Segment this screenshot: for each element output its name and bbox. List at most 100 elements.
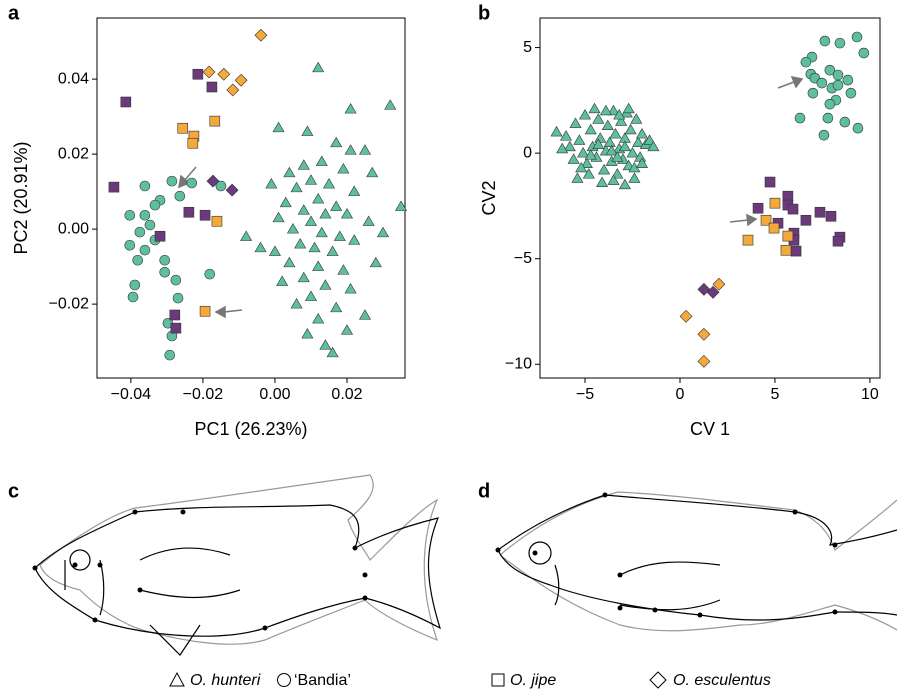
point — [227, 84, 239, 96]
point — [187, 178, 197, 188]
point — [212, 216, 222, 226]
point — [595, 133, 606, 143]
point — [820, 36, 830, 46]
point — [291, 182, 302, 192]
point — [840, 117, 850, 127]
point — [360, 310, 371, 320]
point — [155, 231, 165, 241]
point — [323, 179, 334, 189]
point — [770, 198, 780, 208]
point — [160, 267, 170, 277]
x-axis-label: PC1 (26.23%) — [194, 419, 307, 439]
point — [835, 38, 845, 48]
point — [345, 145, 356, 155]
point — [305, 216, 316, 226]
point — [370, 257, 381, 267]
point — [331, 137, 342, 147]
point — [783, 231, 793, 241]
point — [109, 182, 119, 192]
point — [320, 280, 331, 290]
point — [833, 236, 843, 246]
point — [135, 227, 145, 237]
point — [205, 269, 215, 279]
panel-label: c — [8, 480, 19, 502]
point — [298, 160, 309, 170]
point — [859, 48, 869, 58]
point — [791, 246, 801, 256]
point — [599, 165, 610, 175]
point — [625, 124, 636, 134]
point — [316, 156, 327, 166]
point — [808, 88, 818, 98]
panel-label: a — [8, 2, 20, 24]
point — [184, 207, 194, 217]
point — [210, 116, 220, 126]
point — [580, 110, 591, 120]
point — [788, 204, 798, 214]
point — [121, 97, 131, 107]
point — [572, 173, 583, 183]
y-tick-label: 0 — [523, 144, 532, 161]
y-tick-label: 0.02 — [58, 145, 89, 162]
point — [302, 329, 313, 339]
point — [298, 272, 309, 282]
point — [338, 265, 349, 275]
y-tick-label: 0.00 — [58, 220, 89, 237]
x-tick-label: −0.04 — [111, 386, 152, 403]
point — [298, 205, 309, 215]
point — [843, 75, 853, 85]
point — [334, 231, 345, 241]
panel-label: b — [478, 2, 490, 24]
point — [313, 261, 324, 271]
point — [165, 350, 175, 360]
legend-label: ‘Bandia’ — [294, 672, 351, 689]
point — [342, 209, 353, 219]
point — [170, 310, 180, 320]
point — [235, 74, 247, 86]
point — [570, 118, 581, 128]
point — [795, 113, 805, 123]
point — [295, 239, 306, 249]
point — [269, 246, 280, 256]
point — [815, 207, 825, 217]
point — [280, 197, 291, 207]
point — [852, 32, 862, 42]
point — [160, 255, 170, 265]
point — [345, 104, 356, 114]
point — [171, 323, 181, 333]
y-tick-label: −5 — [514, 250, 532, 267]
point — [823, 113, 833, 123]
plot-frame — [97, 18, 405, 378]
point — [273, 122, 284, 132]
point — [140, 245, 150, 255]
point — [313, 194, 324, 204]
point — [313, 62, 324, 72]
point — [363, 216, 374, 226]
point — [574, 135, 585, 145]
point — [150, 200, 160, 210]
point — [593, 114, 604, 124]
point — [305, 175, 316, 185]
x-tick-label: 5 — [771, 386, 780, 403]
point — [218, 68, 230, 80]
point — [833, 70, 843, 80]
point — [284, 257, 295, 267]
point — [342, 325, 353, 335]
point — [320, 340, 331, 350]
fish-diagram-c — [33, 475, 441, 655]
point — [140, 181, 150, 191]
point — [277, 276, 288, 286]
point — [167, 176, 177, 186]
y-tick-label: 5 — [523, 39, 532, 56]
y-tick-label: −10 — [505, 355, 532, 372]
point — [819, 130, 829, 140]
point — [349, 235, 360, 245]
point — [171, 275, 181, 285]
point — [826, 211, 836, 221]
point — [781, 245, 791, 255]
series — [551, 103, 659, 189]
y-tick-label: −0.02 — [49, 295, 90, 312]
series — [795, 32, 869, 140]
point — [133, 255, 143, 265]
